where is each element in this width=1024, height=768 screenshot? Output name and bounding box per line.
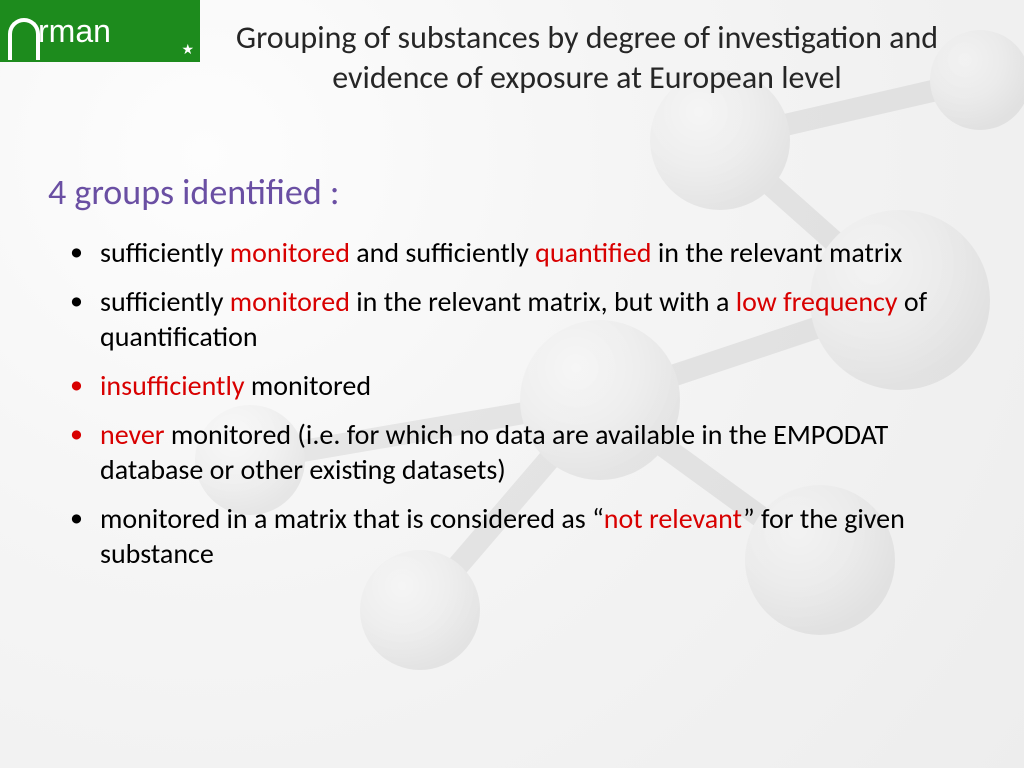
- bullet-list: sufficiently monitored and sufficiently …: [60, 235, 974, 585]
- highlight-text: quantified: [535, 235, 651, 270]
- logo-star-icon: ★: [181, 41, 194, 58]
- slide-subtitle: 4 groups identified :: [48, 170, 340, 214]
- logo-text: rman: [38, 13, 111, 50]
- body-text: and sufficiently: [350, 235, 535, 270]
- bullet-item: sufficiently monitored in the relevant m…: [60, 284, 974, 354]
- norman-logo: rman ★: [0, 0, 200, 62]
- logo-letter-n: [8, 18, 40, 60]
- body-text: in the relevant matrix: [652, 235, 903, 270]
- body-text: monitored in a matrix that is considered…: [100, 501, 604, 536]
- body-text: monitored: [245, 368, 372, 403]
- body-text: sufficiently: [100, 235, 230, 270]
- highlight-text: monitored: [230, 235, 350, 270]
- highlight-text: monitored: [230, 284, 350, 319]
- highlight-text: low frequency: [736, 284, 898, 319]
- bullet-item: monitored in a matrix that is considered…: [60, 501, 974, 571]
- highlight-text: never: [100, 417, 165, 452]
- body-text: monitored (i.e. for which no data are av…: [100, 417, 888, 487]
- slide-title: Grouping of substances by degree of inve…: [210, 18, 964, 98]
- bullet-item: insufficiently monitored: [60, 368, 974, 403]
- body-text: sufficiently: [100, 284, 230, 319]
- bullet-item: never monitored (i.e. for which no data …: [60, 417, 974, 487]
- highlight-text: not relevant: [604, 501, 743, 536]
- highlight-text: insufficiently: [100, 368, 245, 403]
- bullet-item: sufficiently monitored and sufficiently …: [60, 235, 974, 270]
- body-text: in the relevant matrix, but with a: [350, 284, 736, 319]
